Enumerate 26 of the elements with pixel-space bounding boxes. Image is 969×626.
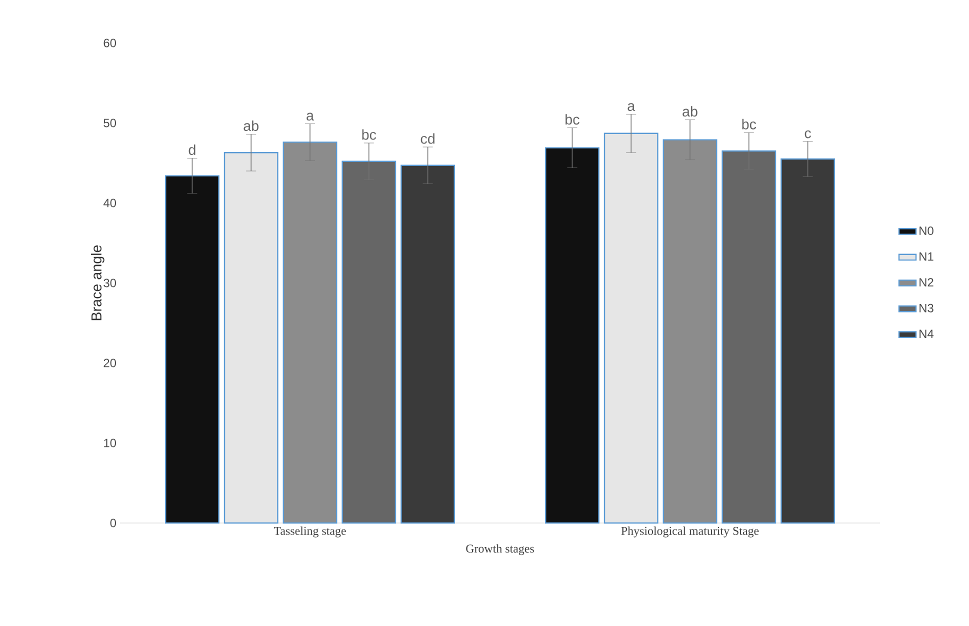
x-axis-title: Growth stages [466,544,534,556]
annotation: a [628,103,636,111]
y-tick-label: 60 [104,38,116,48]
annotation: ab [244,120,258,131]
y-tick-label: 10 [104,438,116,448]
annotation: bc [566,114,580,125]
annotation: d [188,144,196,155]
annotation: ab [682,106,698,117]
annotation: bc [742,118,756,130]
y-axis-title: Brace angle [90,245,104,320]
legend-label: N4 [920,330,934,338]
y-tick-label: 40 [103,198,116,208]
y-tick-label: 20 [104,358,116,368]
y-tick-label: 50 [104,118,116,128]
legend-label: N3 [920,304,934,312]
legend-label: N1 [920,252,934,261]
annotation: a [306,112,314,121]
x-tick-label: Physiological maturity Stage [621,526,759,538]
x-tick-label: Tasseling stage [274,526,346,538]
annotation: cd [420,133,434,144]
annotation: bc [362,129,376,140]
y-tick-label: 0 [110,518,116,528]
legend-label: N0 [920,226,934,236]
y-tick-label: 30 [104,278,116,288]
annotation: c [804,130,812,138]
legend-label: N2 [920,278,934,286]
